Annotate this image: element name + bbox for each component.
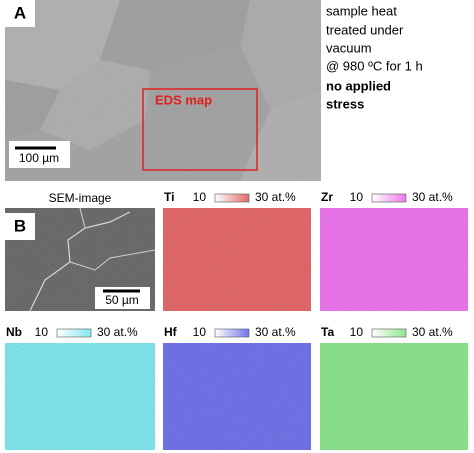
- caption-line: sample heat: [326, 3, 397, 18]
- eds-region: [142, 88, 258, 171]
- element-map: [163, 208, 311, 311]
- element-map: [5, 343, 155, 450]
- color-bar: [214, 328, 250, 338]
- element-name: Ti: [164, 190, 174, 204]
- scale-bar-label: 100 µm: [19, 151, 59, 165]
- eds-label: EDS map: [155, 92, 212, 107]
- micrograph-a: [5, 0, 321, 181]
- color-bar: [371, 328, 407, 338]
- color-bar: [371, 193, 407, 203]
- eds-maps: Ti 10 30 at.% Zr 10 30 at.% Nb 10 30 at.% Hf 10 30 …: [5, 190, 468, 450]
- scale-min: 10: [35, 325, 49, 339]
- caption-line: stress: [326, 96, 364, 111]
- color-bar: [56, 328, 92, 338]
- scale-min: 10: [350, 325, 364, 339]
- element-map: [163, 343, 311, 450]
- scale-max: 30 at.%: [97, 325, 138, 339]
- scale-max: 30 at.%: [412, 325, 453, 339]
- element-name: Zr: [321, 190, 333, 204]
- scale-min: 10: [193, 190, 207, 204]
- element-name: Ta: [321, 325, 334, 339]
- caption-line: vacuum: [326, 40, 372, 55]
- scale-max: 30 at.%: [412, 190, 453, 204]
- panel-label: B: [14, 216, 26, 235]
- scale-max: 30 at.%: [255, 190, 296, 204]
- scale-max: 30 at.%: [255, 325, 296, 339]
- caption-line: no applied: [326, 78, 391, 93]
- color-bar: [214, 193, 250, 203]
- scale-bar-box: [9, 141, 70, 168]
- panel-label-box: [5, 0, 35, 27]
- scale-bar-label: 50 µm: [105, 293, 139, 307]
- scale-min: 10: [193, 325, 207, 339]
- element-map: [320, 343, 468, 450]
- caption-line: treated under: [326, 22, 404, 37]
- panel-label-box: [5, 213, 35, 240]
- element-name: Hf: [164, 325, 178, 339]
- element-map: [320, 208, 468, 311]
- scale-min: 10: [350, 190, 364, 204]
- caption-line: @ 980 ºC for 1 h: [326, 58, 423, 73]
- sem-title: SEM-image: [49, 191, 112, 205]
- caption: sample heat treated under vacuum @ 980 ºC f…: [326, 3, 423, 111]
- element-name: Nb: [6, 325, 22, 339]
- panel-label: A: [14, 3, 26, 22]
